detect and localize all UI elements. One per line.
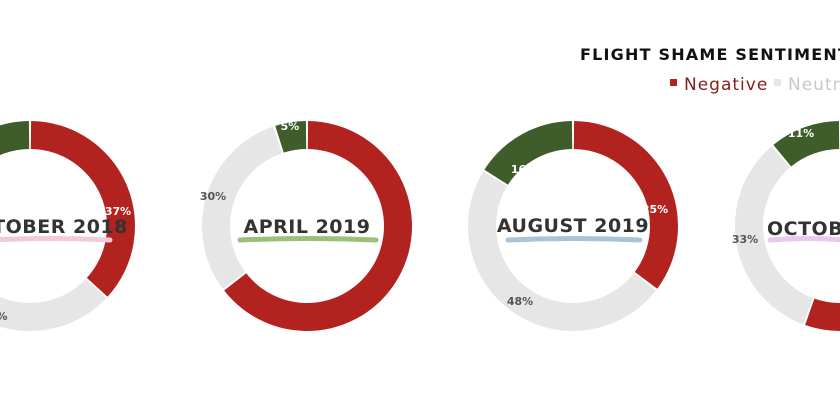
donut-label-neutral: 30% (200, 190, 226, 203)
donut-slice-negative (805, 298, 840, 331)
donut-label-positive: 11% (788, 127, 814, 140)
donut-slice-negative (573, 121, 678, 289)
donut-chart-4: OCTOBER 33% 11% (732, 121, 840, 331)
donut-title: TOBER 2018 (0, 216, 128, 238)
donut-label-neutral: % (0, 310, 8, 323)
donut-title: APRIL 2019 (244, 216, 371, 238)
donut-slice-neutral (735, 146, 813, 325)
donut-label-positive: 5% (281, 120, 300, 133)
donut-slice-neutral (467, 171, 656, 332)
month-underline (237, 236, 379, 243)
donut-slice-positive (0, 121, 30, 156)
donut-label-neutral: 48% (507, 295, 533, 308)
donut-chart-2: APRIL 2019 64% 30% 5% (200, 120, 413, 331)
month-underline (505, 236, 643, 243)
donut-slice-positive (275, 121, 307, 153)
donut-slice-neutral (201, 126, 283, 289)
donut-slice-positive (773, 121, 840, 167)
donut-label-positive: 16% (511, 163, 537, 176)
donut-label-negative: 64% (380, 316, 406, 329)
legend-negative-label: Negative (684, 75, 768, 95)
legend-negative-swatch (670, 79, 677, 86)
donut-slice-negative (224, 121, 413, 331)
month-underline (0, 236, 113, 243)
donut-title: AUGUST 2019 (497, 215, 649, 237)
donut-label-negative: 37% (105, 205, 131, 218)
donut-label-negative: 35% (642, 203, 668, 216)
legend-neutral-label: Neutr (788, 75, 840, 95)
legend-neutral-swatch (774, 79, 781, 86)
donut-title: OCTOBER (767, 218, 840, 240)
chart-title: FLIGHT SHAME SENTIMENT BR (580, 45, 840, 64)
donut-label-neutral: 33% (732, 233, 758, 246)
donut-slice-positive (484, 121, 573, 185)
donut-slice-negative (30, 121, 136, 297)
donut-slice-neutral (0, 279, 107, 332)
month-underline (767, 236, 840, 243)
